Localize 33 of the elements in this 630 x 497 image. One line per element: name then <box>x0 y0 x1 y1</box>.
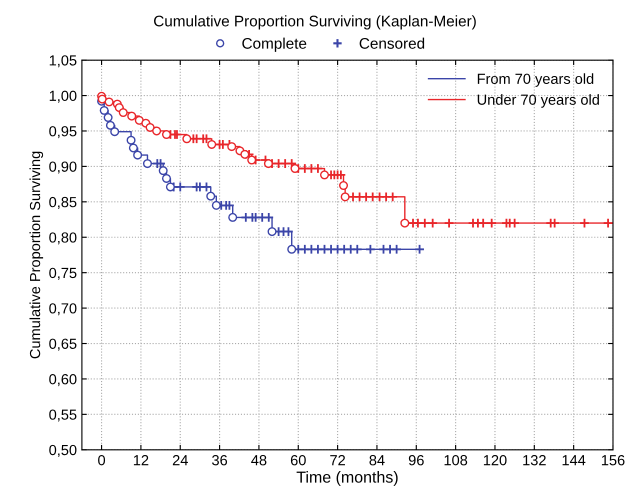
y-tick-label: 0,75 <box>49 268 76 280</box>
legend-label: Censored <box>360 38 424 49</box>
y-tick-label: 0,80 <box>49 232 76 244</box>
x-tick-label: 96 <box>408 455 424 466</box>
x-tick-label: 0 <box>98 455 106 466</box>
x-tick-label: 132 <box>523 455 546 466</box>
x-tick-label: 108 <box>444 455 468 466</box>
x-tick-label: 60 <box>290 455 306 466</box>
x-tick-label: 24 <box>172 455 188 466</box>
y-tick-label: 0,95 <box>49 126 76 138</box>
x-tick-label: 144 <box>562 455 586 466</box>
legend-label: From 70 years old <box>478 73 594 87</box>
x-tick-label: 36 <box>212 455 228 466</box>
chart-title: Cumulative Proportion Surviving (Kaplan-Meier) <box>154 15 476 30</box>
y-tick-label: 0,55 <box>49 409 76 422</box>
x-tick-label: 84 <box>369 455 385 466</box>
y-tick-label: 0,85 <box>49 196 76 209</box>
y-tick-label: 0,60 <box>49 374 76 386</box>
x-tick-label: 72 <box>330 455 345 466</box>
x-tick-label: 156 <box>602 455 625 466</box>
legend-label: Under 70 years old <box>478 94 599 108</box>
x-tick-label: 120 <box>484 455 507 466</box>
y-tick-label: 0,70 <box>49 303 76 316</box>
legend-label: Complete <box>242 38 306 52</box>
x-tick-label: 48 <box>251 455 266 466</box>
x-tick-label: 12 <box>134 455 148 466</box>
y-tick-label: 0,90 <box>49 162 76 174</box>
y-axis-title: Cumulative Proportion Surviving <box>30 152 44 358</box>
y-tick-label: 1,05 <box>50 55 76 68</box>
x-axis-title: Time (months) <box>296 471 398 486</box>
y-tick-label: 1,00 <box>50 90 76 103</box>
y-tick-label: 0,50 <box>49 444 76 457</box>
y-tick-label: 0,65 <box>49 338 76 351</box>
